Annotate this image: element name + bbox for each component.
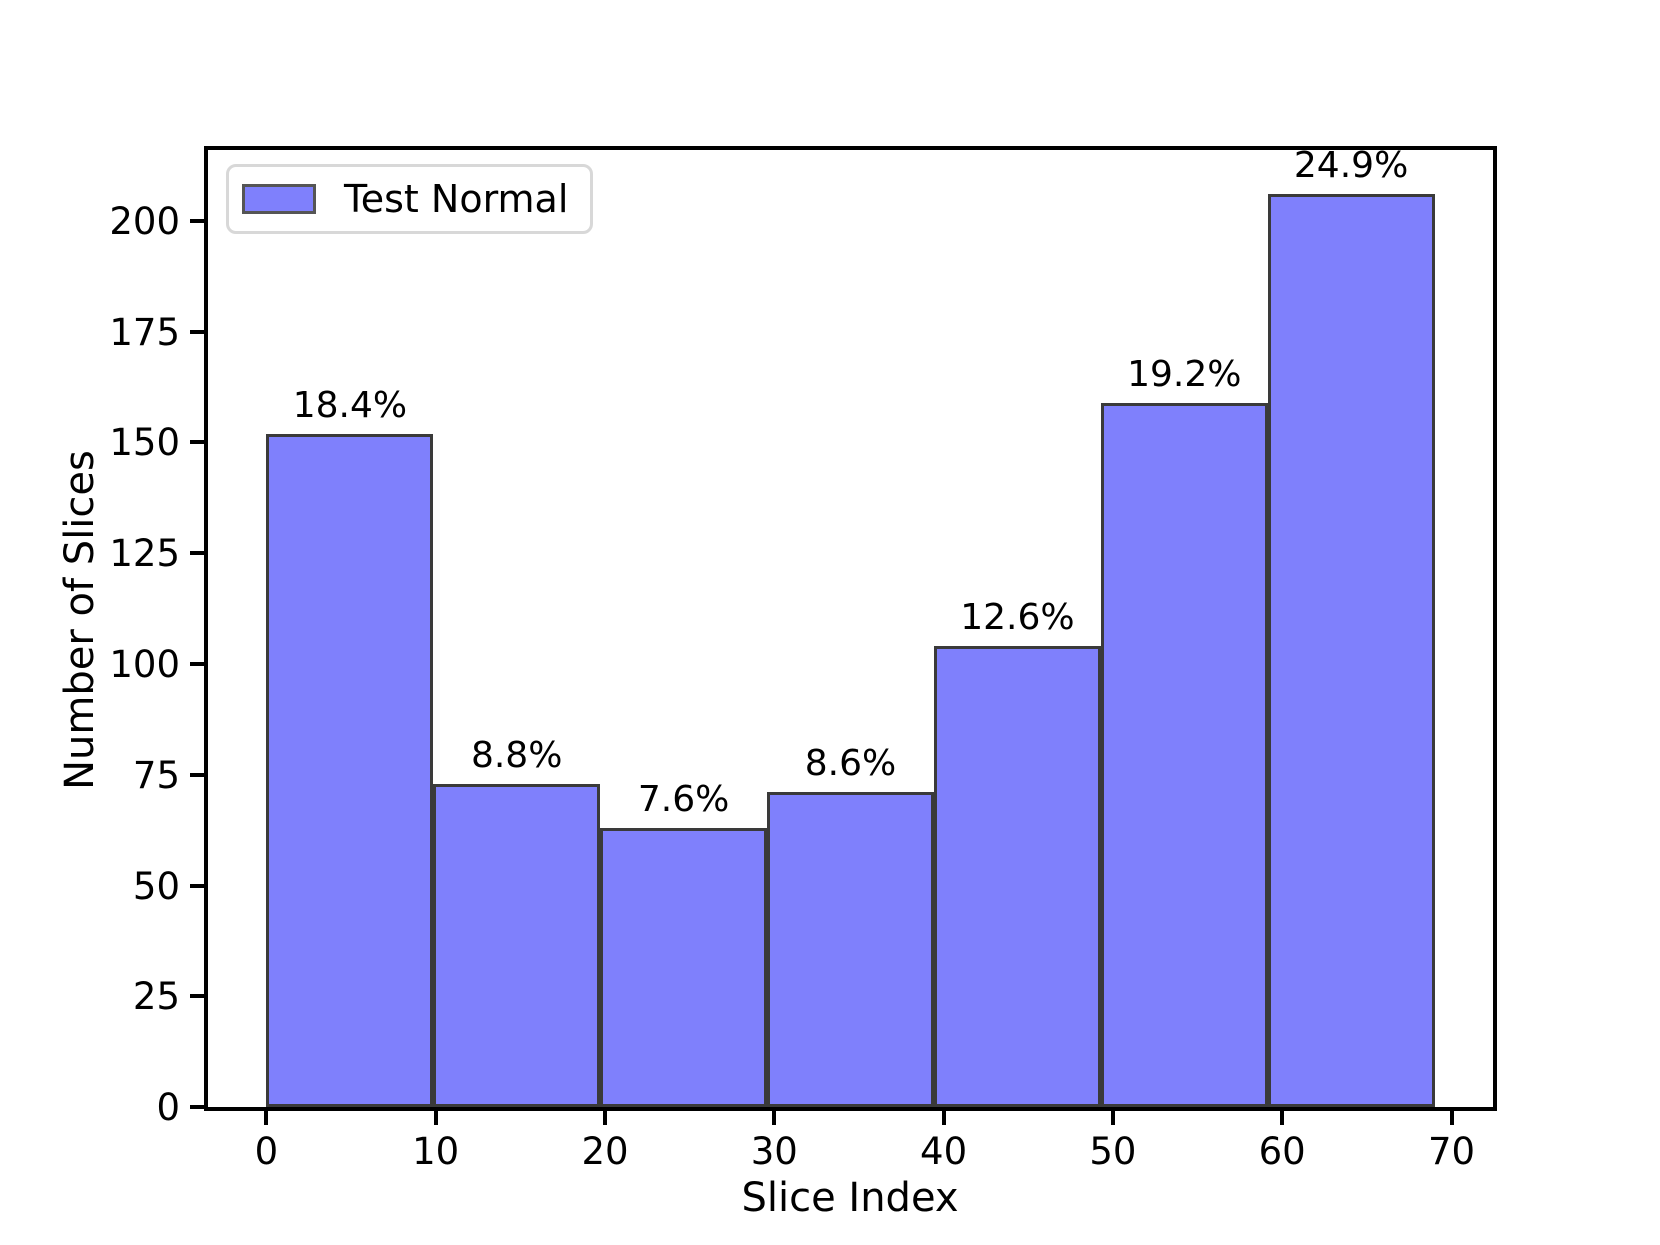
x-axis-tick-label: 10	[412, 1130, 460, 1173]
histogram-bar	[600, 827, 767, 1107]
bar-percentage-label: 7.6%	[637, 778, 730, 820]
y-axis-tick	[190, 883, 204, 888]
x-axis-tick-label: 50	[1089, 1130, 1137, 1173]
y-axis-tick-label: 0	[156, 1086, 180, 1129]
x-axis-tick	[433, 1111, 438, 1125]
y-axis-tick-label: 175	[109, 310, 180, 354]
bar-percentage-label: 12.6%	[960, 597, 1075, 639]
bar-percentage-label: 24.9%	[1293, 145, 1409, 187]
x-axis-tick-label: 40	[920, 1130, 968, 1173]
bar-percentage-label: 18.4%	[292, 384, 408, 426]
y-axis-tick	[190, 772, 204, 777]
y-axis-tick	[190, 994, 204, 999]
y-axis-tick-label: 50	[132, 864, 180, 908]
legend-label: Test Normal	[344, 177, 569, 221]
y-axis-tick	[190, 1105, 204, 1109]
x-axis-tick	[772, 1111, 777, 1125]
x-axis-tick	[1110, 1111, 1115, 1125]
x-axis-tick	[941, 1111, 946, 1125]
x-axis-tick-label: 20	[581, 1130, 629, 1173]
x-axis-tick	[264, 1111, 269, 1125]
y-axis-tick	[190, 329, 204, 334]
x-axis-tick-label: 30	[750, 1130, 798, 1173]
histogram-bar	[1267, 194, 1435, 1107]
y-axis-tick	[190, 218, 204, 223]
bar-percentage-label: 8.8%	[470, 734, 563, 776]
y-axis-title: Number of Slices	[57, 450, 103, 790]
x-axis-tick	[1280, 1111, 1285, 1125]
x-axis-tick-label: 70	[1427, 1130, 1476, 1173]
y-axis-tick-label: 200	[109, 199, 180, 243]
histogram-bar	[767, 792, 934, 1107]
x-axis-tick	[1449, 1111, 1454, 1125]
y-axis-tick	[190, 551, 204, 556]
x-axis-title: Slice Index	[741, 1175, 959, 1221]
histogram-bar	[433, 783, 601, 1107]
y-axis-tick	[190, 440, 204, 445]
bar-percentage-label: 19.2%	[1127, 353, 1242, 395]
histogram-bar	[934, 646, 1101, 1107]
plot-area: 18.4% 8.8% 7.6% 8.6% 12.6% 19.2% 24.9% Test No…	[204, 146, 1497, 1111]
y-axis-tick	[190, 661, 204, 666]
histogram-bar	[266, 433, 434, 1107]
x-axis-tick-label: 0	[254, 1130, 279, 1173]
bar-percentage-label: 8.6%	[804, 743, 897, 785]
legend: Test Normal	[226, 164, 594, 234]
x-axis-tick	[603, 1111, 607, 1125]
y-axis-tick-label: 100	[109, 642, 180, 686]
y-axis-tick-label: 150	[109, 421, 180, 465]
y-axis-tick-label: 25	[132, 975, 180, 1019]
y-axis-tick-label: 75	[132, 753, 180, 797]
legend-swatch	[242, 184, 316, 214]
y-axis-tick-label: 125	[109, 532, 180, 576]
x-axis-tick-label: 60	[1258, 1130, 1306, 1173]
histogram-bar	[1100, 402, 1268, 1107]
